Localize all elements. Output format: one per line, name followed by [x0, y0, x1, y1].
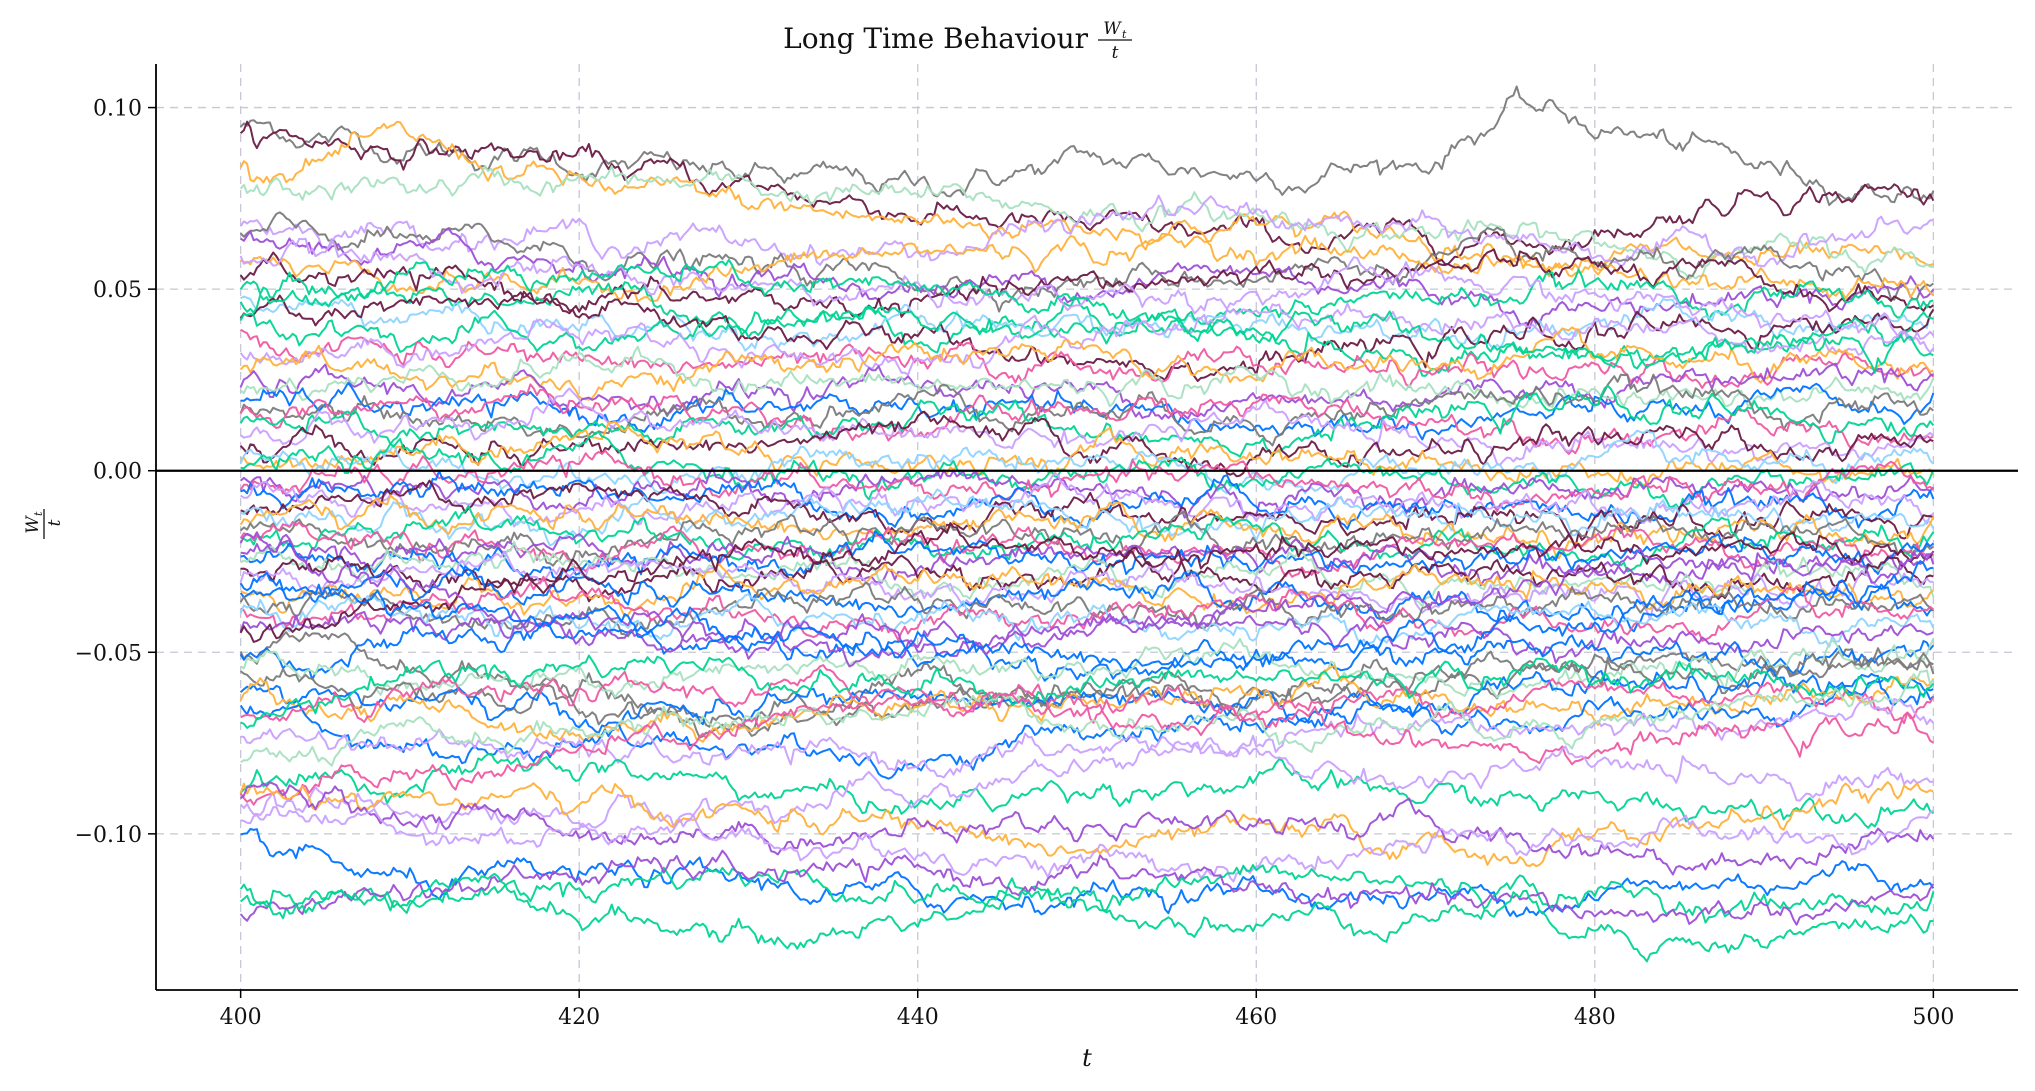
series-line [239, 291, 1935, 382]
x-tick-label: 420 [558, 1005, 600, 1030]
series-line [239, 194, 1934, 268]
title-fraction-numerator: W [1103, 19, 1122, 39]
series-line [239, 781, 1935, 876]
series-line [239, 531, 1934, 668]
series-line [239, 752, 1934, 829]
series-line [239, 560, 1934, 671]
series-line [239, 872, 1934, 963]
y-tick-label: 0.10 [93, 97, 142, 122]
series-line [239, 623, 1935, 682]
series-line [239, 864, 1935, 924]
series-line [239, 449, 1935, 513]
series-line [240, 828, 1935, 918]
x-axis-label: t [1082, 1044, 1092, 1072]
x-tick-label: 400 [220, 1005, 262, 1030]
y-label-numerator: W [23, 515, 43, 534]
series-line [239, 373, 1935, 447]
series-line [240, 479, 1934, 549]
series-line [239, 345, 1935, 409]
series-line [239, 672, 1934, 780]
series-line [239, 384, 1935, 458]
series-line [239, 522, 1935, 643]
series-line [239, 735, 1934, 835]
series-line [240, 530, 1935, 581]
series-line [240, 540, 1935, 608]
title-fraction-denominator: t [1112, 43, 1119, 63]
series-line [239, 510, 1934, 567]
series-line [240, 488, 1935, 547]
series-line [239, 211, 1935, 313]
y-label-subscript: t [32, 511, 45, 516]
x-tick-label: 480 [1574, 1005, 1616, 1030]
series-line [240, 806, 1934, 883]
chart-title: Long Time Behaviour [783, 22, 1088, 55]
series-line [239, 664, 1935, 743]
y-label-denominator: t [45, 519, 65, 526]
series-line [239, 165, 1934, 280]
series-line [239, 302, 1935, 376]
axes [148, 64, 2018, 998]
x-tick-label: 460 [1235, 1005, 1277, 1030]
series-line [239, 565, 1934, 633]
series-line [239, 691, 1934, 806]
y-tick-label: −0.05 [75, 641, 142, 666]
series-line [239, 258, 1934, 374]
series-line [240, 382, 1935, 441]
series-line [239, 120, 1934, 272]
series-line [240, 295, 1935, 352]
series-line [239, 120, 1935, 267]
series-line [239, 326, 1934, 401]
y-axis-label: Wtt [23, 509, 65, 539]
series-line [239, 494, 1935, 560]
series-line [239, 849, 1935, 926]
series-line [239, 268, 1934, 354]
series-line [239, 429, 1935, 495]
series-line [240, 669, 1935, 767]
series-line [240, 654, 1935, 729]
series-line [240, 420, 1935, 486]
series-line [239, 85, 1935, 207]
x-tick-label: 440 [897, 1005, 939, 1030]
series-line [239, 387, 1935, 466]
title-fraction-subscript: t [1122, 28, 1127, 41]
y-tick-label: 0.05 [93, 278, 142, 303]
labels: 400 420 440 460 480 500 0.10 0.05 0.00 −0.05 −0.10… [23, 19, 1954, 1072]
series-line [239, 237, 1935, 341]
series-line [240, 563, 1935, 618]
y-tick-label: 0.00 [93, 460, 142, 485]
series-line [239, 667, 1935, 734]
y-tick-label: −0.10 [75, 823, 142, 848]
series-line [239, 467, 1935, 519]
x-tick-label: 500 [1912, 1005, 1954, 1030]
series-line [240, 696, 1935, 779]
